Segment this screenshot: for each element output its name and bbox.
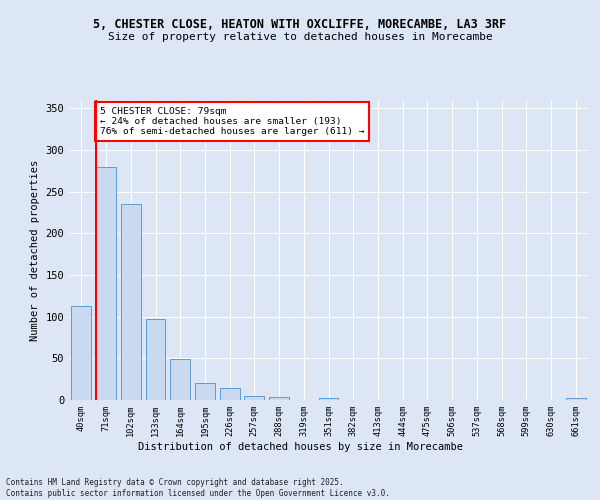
Bar	[170, 359, 190, 400]
Bar	[121, 204, 140, 400]
Text: Size of property relative to detached houses in Morecambe: Size of property relative to detached ho…	[107, 32, 493, 42]
Text: Contains HM Land Registry data © Crown copyright and database right 2025.
Contai: Contains HM Land Registry data © Crown c…	[6, 478, 390, 498]
Bar	[269, 396, 289, 400]
Bar	[195, 382, 215, 400]
Bar	[71, 306, 91, 400]
Bar	[244, 396, 264, 400]
Text: 5 CHESTER CLOSE: 79sqm
← 24% of detached houses are smaller (193)
76% of semi-de: 5 CHESTER CLOSE: 79sqm ← 24% of detached…	[100, 106, 364, 136]
Text: Distribution of detached houses by size in Morecambe: Distribution of detached houses by size …	[137, 442, 463, 452]
Bar	[146, 319, 166, 400]
Bar	[319, 398, 338, 400]
Text: 5, CHESTER CLOSE, HEATON WITH OXCLIFFE, MORECAMBE, LA3 3RF: 5, CHESTER CLOSE, HEATON WITH OXCLIFFE, …	[94, 18, 506, 30]
Bar	[220, 388, 239, 400]
Bar	[566, 398, 586, 400]
Bar	[96, 166, 116, 400]
Y-axis label: Number of detached properties: Number of detached properties	[30, 160, 40, 340]
